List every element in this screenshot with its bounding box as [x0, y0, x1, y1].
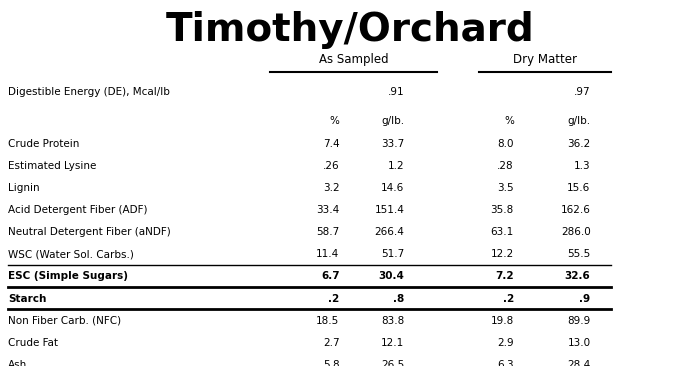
- Text: 13.0: 13.0: [568, 338, 591, 348]
- Text: Lignin: Lignin: [8, 183, 40, 193]
- Text: 7.4: 7.4: [323, 139, 339, 149]
- Text: Crude Protein: Crude Protein: [8, 139, 80, 149]
- Text: 3.2: 3.2: [323, 183, 339, 193]
- Text: 3.5: 3.5: [497, 183, 514, 193]
- Text: 11.4: 11.4: [316, 249, 340, 259]
- Text: 6.3: 6.3: [497, 360, 514, 366]
- Text: %: %: [330, 116, 340, 126]
- Text: Ash: Ash: [8, 360, 27, 366]
- Text: 151.4: 151.4: [374, 205, 405, 215]
- Text: 63.1: 63.1: [491, 227, 514, 238]
- Text: 14.6: 14.6: [381, 183, 405, 193]
- Text: 266.4: 266.4: [374, 227, 405, 238]
- Text: Neutral Detergent Fiber (aNDF): Neutral Detergent Fiber (aNDF): [8, 227, 171, 238]
- Text: 8.0: 8.0: [497, 139, 514, 149]
- Text: 162.6: 162.6: [561, 205, 591, 215]
- Text: .9: .9: [580, 294, 591, 303]
- Text: 36.2: 36.2: [567, 139, 591, 149]
- Text: As Sampled: As Sampled: [318, 53, 388, 66]
- Text: 7.2: 7.2: [495, 272, 514, 281]
- Text: 30.4: 30.4: [379, 272, 405, 281]
- Text: 5.8: 5.8: [323, 360, 339, 366]
- Text: .2: .2: [503, 294, 514, 303]
- Text: Timothy/Orchard: Timothy/Orchard: [166, 11, 534, 49]
- Text: .8: .8: [393, 294, 405, 303]
- Text: 1.3: 1.3: [574, 161, 591, 171]
- Text: 58.7: 58.7: [316, 227, 340, 238]
- Text: .91: .91: [388, 87, 405, 97]
- Text: 1.2: 1.2: [388, 161, 405, 171]
- Text: Digestible Energy (DE), Mcal/lb: Digestible Energy (DE), Mcal/lb: [8, 87, 170, 97]
- Text: 6.7: 6.7: [321, 272, 340, 281]
- Text: Starch: Starch: [8, 294, 47, 303]
- Text: 32.6: 32.6: [565, 272, 591, 281]
- Text: 12.2: 12.2: [491, 249, 514, 259]
- Text: 2.7: 2.7: [323, 338, 339, 348]
- Text: 83.8: 83.8: [381, 315, 405, 326]
- Text: 19.8: 19.8: [491, 315, 514, 326]
- Text: 28.4: 28.4: [567, 360, 591, 366]
- Text: %: %: [504, 116, 514, 126]
- Text: .28: .28: [497, 161, 514, 171]
- Text: 12.1: 12.1: [381, 338, 405, 348]
- Text: .97: .97: [574, 87, 591, 97]
- Text: g/lb.: g/lb.: [568, 116, 591, 126]
- Text: Non Fiber Carb. (NFC): Non Fiber Carb. (NFC): [8, 315, 122, 326]
- Text: Crude Fat: Crude Fat: [8, 338, 58, 348]
- Text: Acid Detergent Fiber (ADF): Acid Detergent Fiber (ADF): [8, 205, 148, 215]
- Text: 26.5: 26.5: [381, 360, 405, 366]
- Text: 89.9: 89.9: [567, 315, 591, 326]
- Text: .2: .2: [328, 294, 339, 303]
- Text: g/lb.: g/lb.: [382, 116, 405, 126]
- Text: 51.7: 51.7: [381, 249, 405, 259]
- Text: .26: .26: [323, 161, 339, 171]
- Text: 33.7: 33.7: [381, 139, 405, 149]
- Text: 15.6: 15.6: [567, 183, 591, 193]
- Text: 286.0: 286.0: [561, 227, 591, 238]
- Text: WSC (Water Sol. Carbs.): WSC (Water Sol. Carbs.): [8, 249, 134, 259]
- Text: 35.8: 35.8: [491, 205, 514, 215]
- Text: 18.5: 18.5: [316, 315, 340, 326]
- Text: Dry Matter: Dry Matter: [513, 53, 578, 66]
- Text: ESC (Simple Sugars): ESC (Simple Sugars): [8, 272, 128, 281]
- Text: 33.4: 33.4: [316, 205, 340, 215]
- Text: Estimated Lysine: Estimated Lysine: [8, 161, 97, 171]
- Text: 2.9: 2.9: [497, 338, 514, 348]
- Text: 55.5: 55.5: [567, 249, 591, 259]
